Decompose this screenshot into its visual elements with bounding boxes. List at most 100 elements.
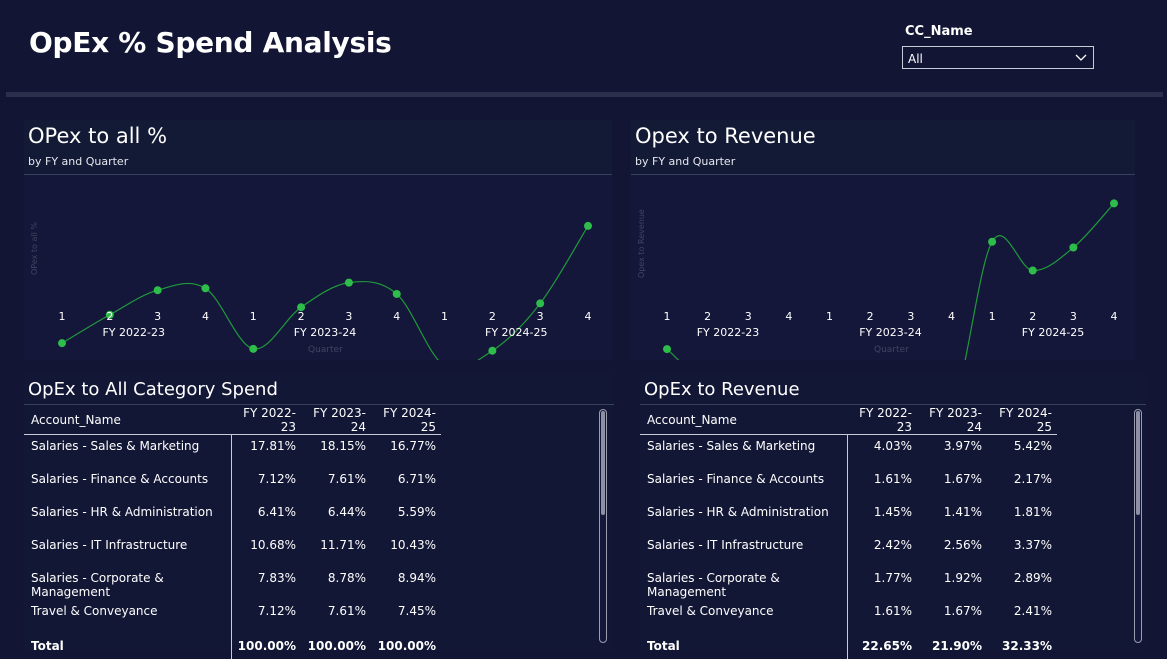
column-header[interactable]: FY 2024-25 bbox=[371, 406, 441, 435]
x-tick-label: 2 bbox=[704, 310, 711, 323]
x-tick-label: 2 bbox=[867, 310, 874, 323]
data-point[interactable] bbox=[536, 299, 545, 308]
x-tick-label: 3 bbox=[1070, 310, 1077, 323]
x-tick-label: 4 bbox=[393, 310, 400, 323]
data-point[interactable] bbox=[1028, 266, 1037, 275]
y-axis-title: Opex to Revenue bbox=[637, 209, 646, 278]
opex-to-all-chart-card[interactable]: OPex to all % by FY and Quarter 1 2 3 4 1 2 3 4… bbox=[24, 120, 612, 360]
x-tick-label: 2 bbox=[1029, 310, 1036, 323]
table-header-row: Account_Name FY 2022-23 FY 2023-24 FY 2024-… bbox=[24, 406, 441, 435]
table-row[interactable]: Salaries - Finance & Accounts 7.12% 7.61% 6… bbox=[24, 467, 441, 501]
series-line bbox=[61, 225, 589, 360]
account-name-cell: Travel & Conveyance bbox=[24, 599, 232, 633]
column-header[interactable]: FY 2023-24 bbox=[301, 406, 371, 435]
data-point[interactable] bbox=[1069, 243, 1078, 252]
table-row[interactable]: Salaries - Finance & Accounts 1.61% 1.67% 2… bbox=[640, 467, 1057, 501]
account-name-cell: Salaries - IT Infrastructure bbox=[640, 533, 848, 567]
table-row[interactable]: Salaries - IT Infrastructure 10.68% 11.71%… bbox=[24, 533, 441, 567]
column-header[interactable]: FY 2024-25 bbox=[987, 406, 1057, 435]
data-point[interactable] bbox=[1110, 199, 1118, 208]
account-name-cell: Salaries - Finance & Accounts bbox=[24, 467, 232, 501]
data-point[interactable] bbox=[249, 344, 258, 353]
table-row[interactable]: Salaries - Sales & Marketing 4.03% 3.97% 5.… bbox=[640, 434, 1057, 468]
total-value-cell: 21.90% bbox=[932, 638, 982, 653]
data-point[interactable] bbox=[392, 289, 401, 298]
value-cell: 2.42% bbox=[873, 537, 912, 552]
fiscal-year-label: FY 2022-23 bbox=[697, 326, 760, 339]
table-row[interactable]: Salaries - IT Infrastructure 2.42% 2.56% 3.… bbox=[640, 533, 1057, 567]
data-point[interactable] bbox=[153, 286, 162, 295]
opex-to-all-category-table: Account_Name FY 2022-23 FY 2023-24 FY 2024-… bbox=[24, 406, 441, 659]
column-header[interactable]: Account_Name bbox=[640, 406, 847, 435]
table-title: OpEx to Revenue bbox=[644, 379, 800, 400]
table-row[interactable]: Salaries - HR & Administration 6.41% 6.44%… bbox=[24, 500, 441, 534]
data-point[interactable] bbox=[663, 345, 671, 354]
y-axis-title: OPex to all % bbox=[30, 222, 39, 275]
account-name-cell: Salaries - Sales & Marketing bbox=[24, 434, 232, 468]
cc-name-dropdown[interactable]: All bbox=[902, 46, 1094, 69]
account-name-cell: Salaries - Corporate & Management bbox=[24, 566, 232, 600]
value-cell: 1.81% bbox=[1013, 504, 1052, 519]
x-tick-label: 4 bbox=[785, 310, 792, 323]
scrollbar-thumb[interactable] bbox=[1136, 411, 1140, 515]
data-point[interactable] bbox=[58, 339, 66, 348]
total-value-cell: 100.00% bbox=[307, 638, 366, 653]
table-row[interactable]: Travel & Conveyance 1.61% 1.67% 2.41% bbox=[640, 599, 1057, 633]
opex-to-all-line-chart[interactable]: 1 2 3 4 1 2 3 4 1 2 3 4 FY 2022-23 FY 2023-24 FY 2024-… bbox=[24, 175, 612, 360]
report-header: OpEx % Spend Analysis CC_Name All bbox=[0, 0, 1167, 92]
x-tick-label: 2 bbox=[298, 310, 305, 323]
total-row: Total 22.65% 21.90% 32.33% bbox=[640, 632, 1057, 659]
value-cell: 8.78% bbox=[327, 570, 366, 585]
table-row[interactable]: Travel & Conveyance 7.12% 7.61% 7.45% bbox=[24, 599, 441, 633]
x-tick-label: 4 bbox=[202, 310, 209, 323]
column-header[interactable]: FY 2022-23 bbox=[847, 406, 917, 435]
column-header[interactable]: FY 2022-23 bbox=[231, 406, 301, 435]
value-cell: 7.45% bbox=[397, 603, 436, 618]
x-axis-title: Quarter bbox=[874, 345, 909, 355]
data-point[interactable] bbox=[488, 346, 497, 355]
data-point[interactable] bbox=[105, 310, 114, 319]
chart-title: Opex to Revenue bbox=[635, 124, 816, 148]
opex-to-revenue-chart-card[interactable]: Opex to Revenue by FY and Quarter 1 2 3 4 1 2… bbox=[631, 120, 1135, 360]
chart-subtitle: by FY and Quarter bbox=[28, 155, 129, 168]
account-name-cell: Salaries - HR & Administration bbox=[24, 500, 232, 534]
table-scrollbar[interactable] bbox=[1134, 409, 1142, 643]
fiscal-year-label: FY 2024-25 bbox=[1022, 326, 1085, 339]
x-tick-label: 3 bbox=[345, 310, 352, 323]
value-cell: 7.61% bbox=[327, 471, 366, 486]
table-row[interactable]: Salaries - Corporate & Management 1.77% 1.… bbox=[640, 566, 1057, 600]
fiscal-year-label: FY 2023-24 bbox=[294, 326, 357, 339]
opex-to-revenue-line-chart[interactable]: 1 2 3 4 1 2 3 4 1 2 3 4 FY 2022-23 FY 2023-24 FY 2024-… bbox=[631, 175, 1135, 360]
value-cell: 4.03% bbox=[873, 439, 912, 453]
total-row: Total 100.00% 100.00% 100.00% bbox=[24, 632, 441, 659]
data-point[interactable] bbox=[344, 278, 353, 287]
chart-title: OPex to all % bbox=[28, 124, 168, 148]
page-title: OpEx % Spend Analysis bbox=[29, 26, 392, 59]
chart-header: OPex to all % by FY and Quarter bbox=[24, 120, 612, 175]
value-cell: 18.15% bbox=[320, 439, 366, 453]
value-cell: 8.94% bbox=[397, 570, 436, 585]
data-point[interactable] bbox=[988, 237, 997, 246]
total-value-cell: 100.00% bbox=[377, 638, 436, 653]
total-value-cell: 22.65% bbox=[862, 638, 912, 653]
header-divider bbox=[6, 92, 1163, 97]
table-scrollbar[interactable] bbox=[599, 409, 607, 643]
table-row[interactable]: Salaries - Corporate & Management 7.83% 8.… bbox=[24, 566, 441, 600]
data-point[interactable] bbox=[201, 284, 210, 293]
data-point[interactable] bbox=[584, 221, 592, 230]
value-cell: 7.61% bbox=[327, 603, 366, 618]
total-label: Total bbox=[640, 632, 848, 659]
fiscal-year-label: FY 2022-23 bbox=[102, 326, 165, 339]
table-row[interactable]: Salaries - Sales & Marketing 17.81% 18.15%… bbox=[24, 434, 441, 468]
table-row[interactable]: Salaries - HR & Administration 1.45% 1.41%… bbox=[640, 500, 1057, 534]
value-cell: 3.97% bbox=[943, 439, 982, 453]
column-header[interactable]: Account_Name bbox=[24, 406, 231, 435]
scrollbar-thumb[interactable] bbox=[601, 411, 605, 515]
column-header[interactable]: FY 2023-24 bbox=[917, 406, 987, 435]
total-value-cell: 32.33% bbox=[1002, 638, 1052, 653]
value-cell: 1.61% bbox=[873, 471, 912, 486]
value-cell: 2.89% bbox=[1013, 570, 1052, 585]
x-tick-label: 3 bbox=[745, 310, 752, 323]
x-tick-label: 1 bbox=[664, 310, 671, 323]
data-point[interactable] bbox=[297, 303, 306, 312]
